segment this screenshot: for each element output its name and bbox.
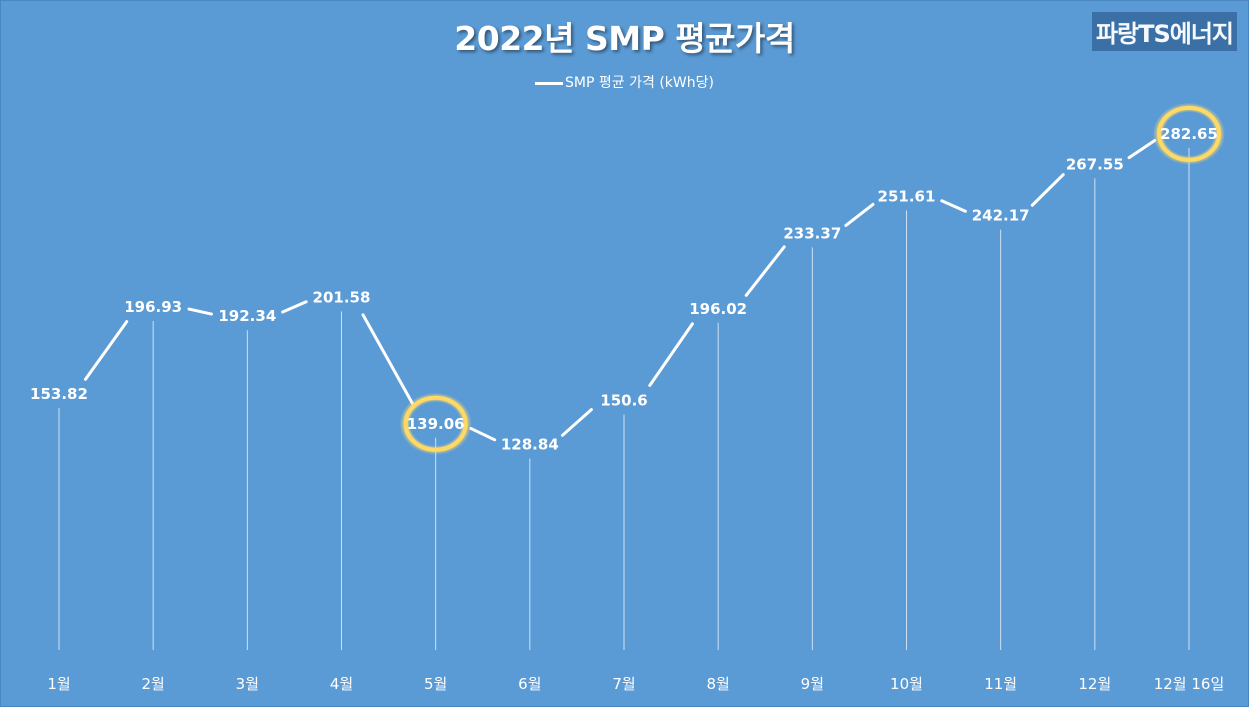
x-tick-label: 3월 [236,675,259,693]
legend: SMP 평균 가격 (kWh당) [0,72,1249,92]
series-line-segment [361,313,416,408]
x-tick-label: 12월 [1078,675,1111,693]
legend-line-swatch [535,81,564,85]
data-label: 242.17 [972,207,1030,225]
x-tick-label: 9월 [801,675,824,693]
series-line-segment [940,199,967,213]
data-label: 196.93 [124,298,182,316]
series-line-segment [187,307,214,316]
data-label: 201.58 [313,289,371,307]
x-tick-label: 6월 [518,675,541,693]
data-label: 139.06 [407,415,465,433]
highlight-circle [1153,102,1225,165]
series-line-segment [281,300,308,314]
series-line-segment [1030,173,1065,207]
series-line-segment [744,245,786,297]
x-tick-label: 11월 [984,675,1017,693]
data-label: 192.34 [218,307,276,325]
data-label: 233.37 [783,224,841,242]
x-tick-label: 7월 [612,675,635,693]
data-label: 251.61 [878,188,936,206]
x-tick-label: 10월 [890,675,923,693]
highlight-ring [403,395,468,452]
highlight-ring [1157,105,1221,162]
x-tick-label: 2월 [141,675,164,693]
data-label: 150.6 [600,392,647,410]
data-label: 282.65 [1160,125,1218,143]
x-tick-label: 1월 [47,675,70,693]
data-label: 128.84 [501,435,559,453]
highlight-circle [399,392,472,455]
chart-title: 2022년 SMP 평균가격 [454,19,795,58]
data-label: 153.82 [30,385,88,403]
x-tick-label: 5월 [424,675,447,693]
series-line-segment [469,426,497,442]
data-label: 267.55 [1066,155,1124,173]
x-tick-label: 4월 [330,675,353,693]
series-line-segment [83,320,129,381]
series-line-segment [560,408,593,437]
legend-label: SMP 평균 가격 (kWh당) [565,75,714,91]
brand-logo: 파랑TS에너지 [1091,12,1237,51]
series-line-segment [844,202,875,227]
x-tick-label: 8월 [706,675,729,693]
x-tick-label: 12월 16일 [1154,675,1225,693]
series-line-segment [648,322,694,387]
data-label: 196.02 [689,300,747,318]
series-line-segment [1127,138,1157,160]
